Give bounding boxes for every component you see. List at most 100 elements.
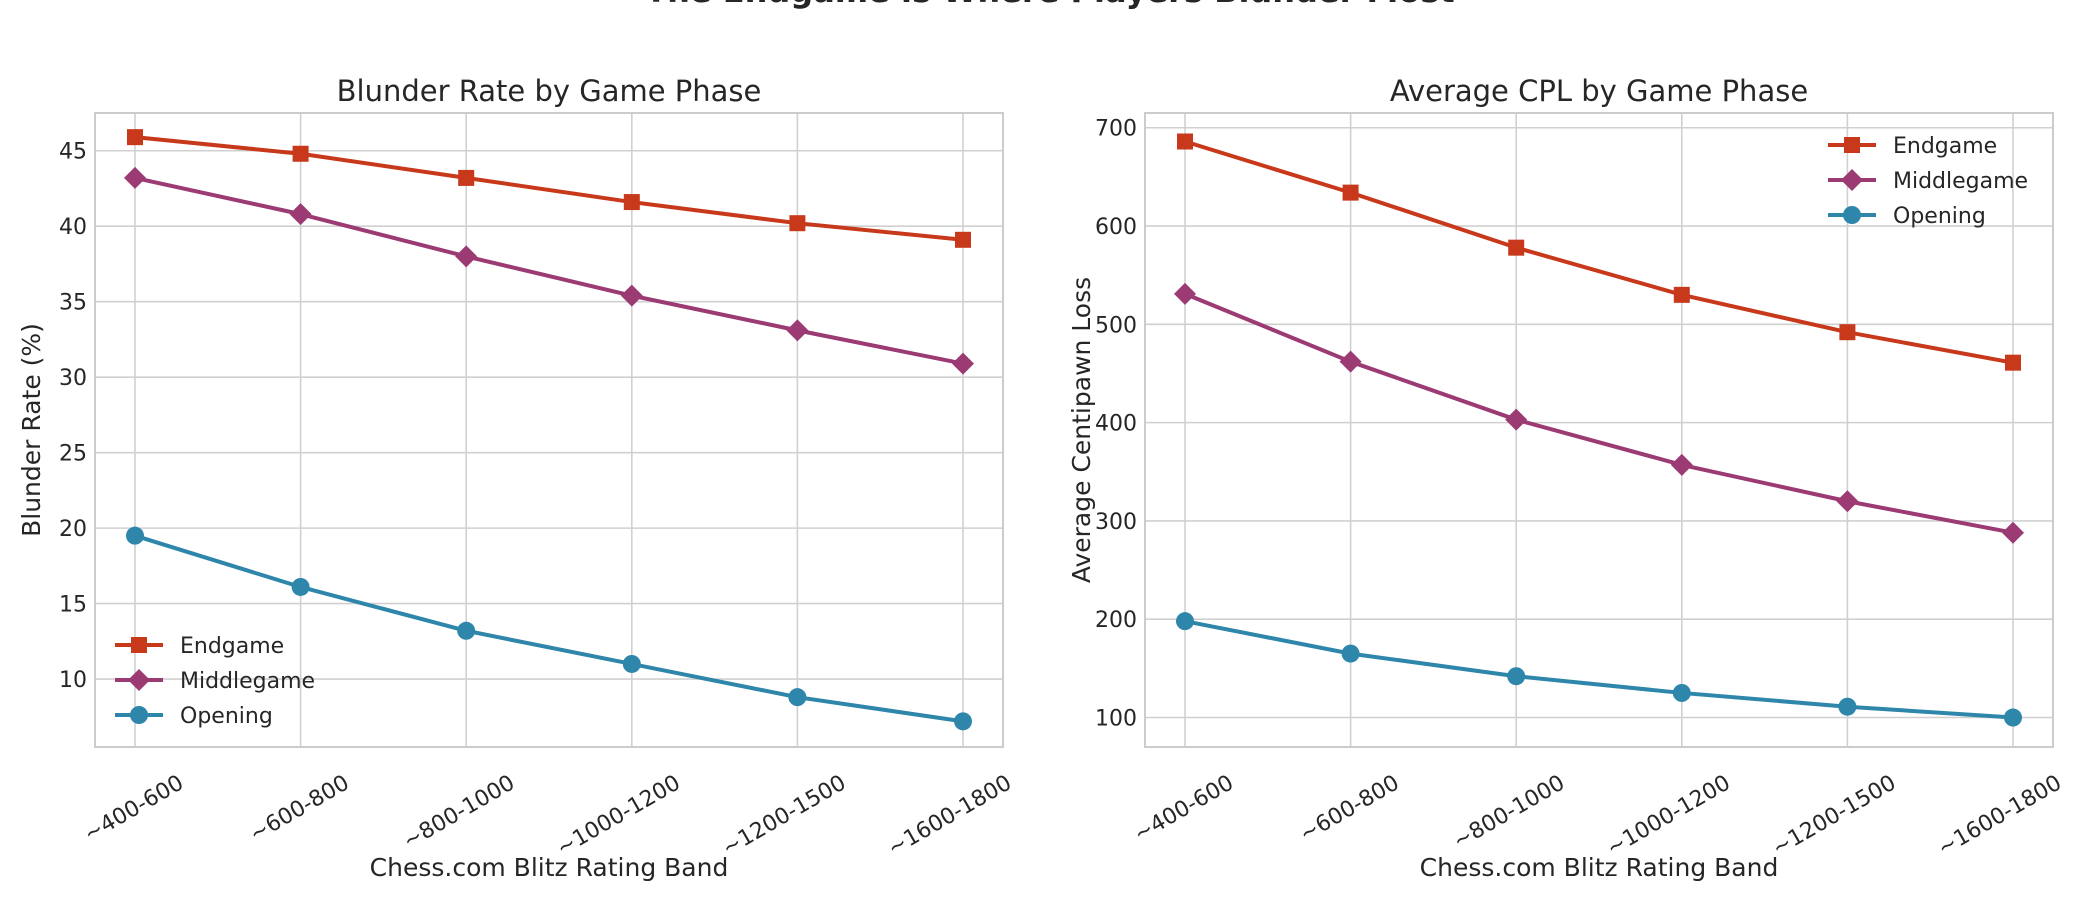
y-tick-label: 30: [59, 366, 87, 391]
plot-frame: [94, 112, 1004, 748]
x-tick-label: ~800-1000: [399, 771, 519, 855]
data-point: [2005, 354, 2021, 371]
data-point: [126, 526, 144, 545]
legend-label: Endgame: [1893, 134, 1997, 159]
data-point: [620, 284, 643, 307]
data-point: [954, 712, 972, 731]
data-point: [786, 319, 809, 342]
data-point: [622, 654, 641, 673]
data-point: [458, 169, 475, 186]
data-point: [1342, 184, 1359, 201]
series-opening: [126, 526, 972, 731]
chart-title: Average CPL by Game Phase: [1390, 74, 1808, 108]
legend-item-endgame: Endgame: [1828, 134, 1997, 159]
series-line: [1184, 292, 2014, 535]
data-point: [1174, 282, 1196, 305]
x-tick-label: ~400-600: [1130, 771, 1238, 848]
legend: Endgame Middlegame Opening: [1828, 134, 2028, 229]
series-line: [134, 135, 964, 242]
legend-label: Endgame: [180, 634, 284, 659]
data-point: [2004, 708, 2022, 727]
y-tick-label: 400: [1095, 412, 1137, 437]
series-middlegame: [124, 166, 974, 375]
legend-item-middlegame: Middlegame: [115, 669, 315, 694]
legend-item-endgame: Endgame: [115, 634, 284, 659]
data-point: [1673, 286, 1690, 303]
y-tick-label: 200: [1095, 608, 1137, 633]
legend-marker: [1844, 137, 1860, 153]
data-point: [455, 245, 478, 268]
chart-title: Blunder Rate by Game Phase: [337, 74, 762, 108]
x-tick-label: ~600-800: [246, 771, 354, 848]
legend-label: Opening: [180, 704, 273, 729]
legend-marker: [130, 706, 148, 724]
data-point: [1177, 133, 1193, 150]
x-tick-label: ~600-800: [1296, 771, 1404, 848]
x-axis-label: Chess.com Blitz Rating Band: [1420, 853, 1779, 882]
data-point: [1672, 683, 1691, 702]
y-tick-label: 300: [1095, 510, 1137, 535]
plot-frame: [1144, 112, 2054, 748]
legend-label: Opening: [1893, 204, 1986, 229]
x-tick-label: ~1200-1500: [1768, 771, 1900, 862]
y-axis-label: Average Centipawn Loss: [1067, 277, 1096, 583]
legend-label: Middlegame: [1893, 169, 2028, 194]
y-tick-label: 20: [59, 517, 87, 542]
series-endgame: [127, 129, 971, 248]
y-tick-label: 40: [59, 215, 87, 240]
y-tick-label: 25: [59, 442, 87, 467]
y-tick-label: 700: [1095, 117, 1137, 142]
series-line: [134, 533, 964, 724]
series-middlegame: [1174, 282, 2024, 544]
chart-blunder-rate: 10 15 20 25 30 35 40 45 ~400-600 ~600-800 ~800-100…: [17, 74, 1016, 882]
y-tick-label: 100: [1095, 707, 1137, 732]
x-tick-label: ~1200-1500: [718, 771, 850, 862]
x-tick-label: ~1000-1200: [1602, 771, 1734, 862]
data-point: [289, 203, 312, 226]
series-line: [134, 175, 964, 366]
x-axis-label: Chess.com Blitz Rating Band: [370, 853, 729, 882]
x-tick-label: ~1600-1800: [884, 771, 1016, 862]
data-point: [124, 166, 146, 189]
legend-marker: [131, 637, 147, 653]
y-tick-label: 600: [1095, 215, 1137, 240]
data-point: [457, 621, 476, 640]
data-point: [1838, 697, 1857, 716]
y-tick-label: 500: [1095, 313, 1137, 338]
data-point: [1670, 453, 1693, 476]
x-tick-label: ~800-1000: [1449, 771, 1569, 855]
data-point: [292, 145, 309, 162]
legend-item-opening: Opening: [1828, 204, 1986, 229]
figure-title: The Endgame is Where Players Blunder Mos…: [645, 0, 1454, 10]
y-tick-label: 35: [59, 291, 87, 316]
data-point: [788, 688, 807, 707]
y-axis-label: Blunder Rate (%): [17, 323, 46, 537]
legend: Endgame Middlegame Opening: [115, 634, 315, 729]
legend-item-opening: Opening: [115, 704, 273, 729]
data-point: [1508, 239, 1525, 256]
legend-marker: [1843, 206, 1861, 224]
y-tick-label: 10: [59, 668, 87, 693]
legend-marker: [1841, 169, 1863, 191]
legend-label: Middlegame: [180, 669, 315, 694]
data-point: [955, 231, 971, 248]
legend-marker: [128, 669, 150, 691]
series-line: [1184, 619, 2014, 720]
data-point: [789, 215, 806, 232]
legend-item-middlegame: Middlegame: [1828, 169, 2028, 194]
data-point: [1339, 350, 1362, 373]
y-tick-label: 15: [59, 593, 87, 618]
data-point: [1341, 644, 1360, 663]
data-point: [127, 129, 143, 146]
data-point: [952, 352, 974, 375]
series-opening: [1176, 612, 2022, 727]
y-tick-label: 45: [59, 140, 87, 165]
series-line: [1184, 139, 2014, 365]
x-tick-label: ~1000-1200: [552, 771, 684, 862]
data-point: [1176, 612, 1194, 631]
data-point: [1836, 490, 1859, 513]
x-tick-label: ~400-600: [80, 771, 188, 848]
data-point: [2002, 521, 2024, 544]
